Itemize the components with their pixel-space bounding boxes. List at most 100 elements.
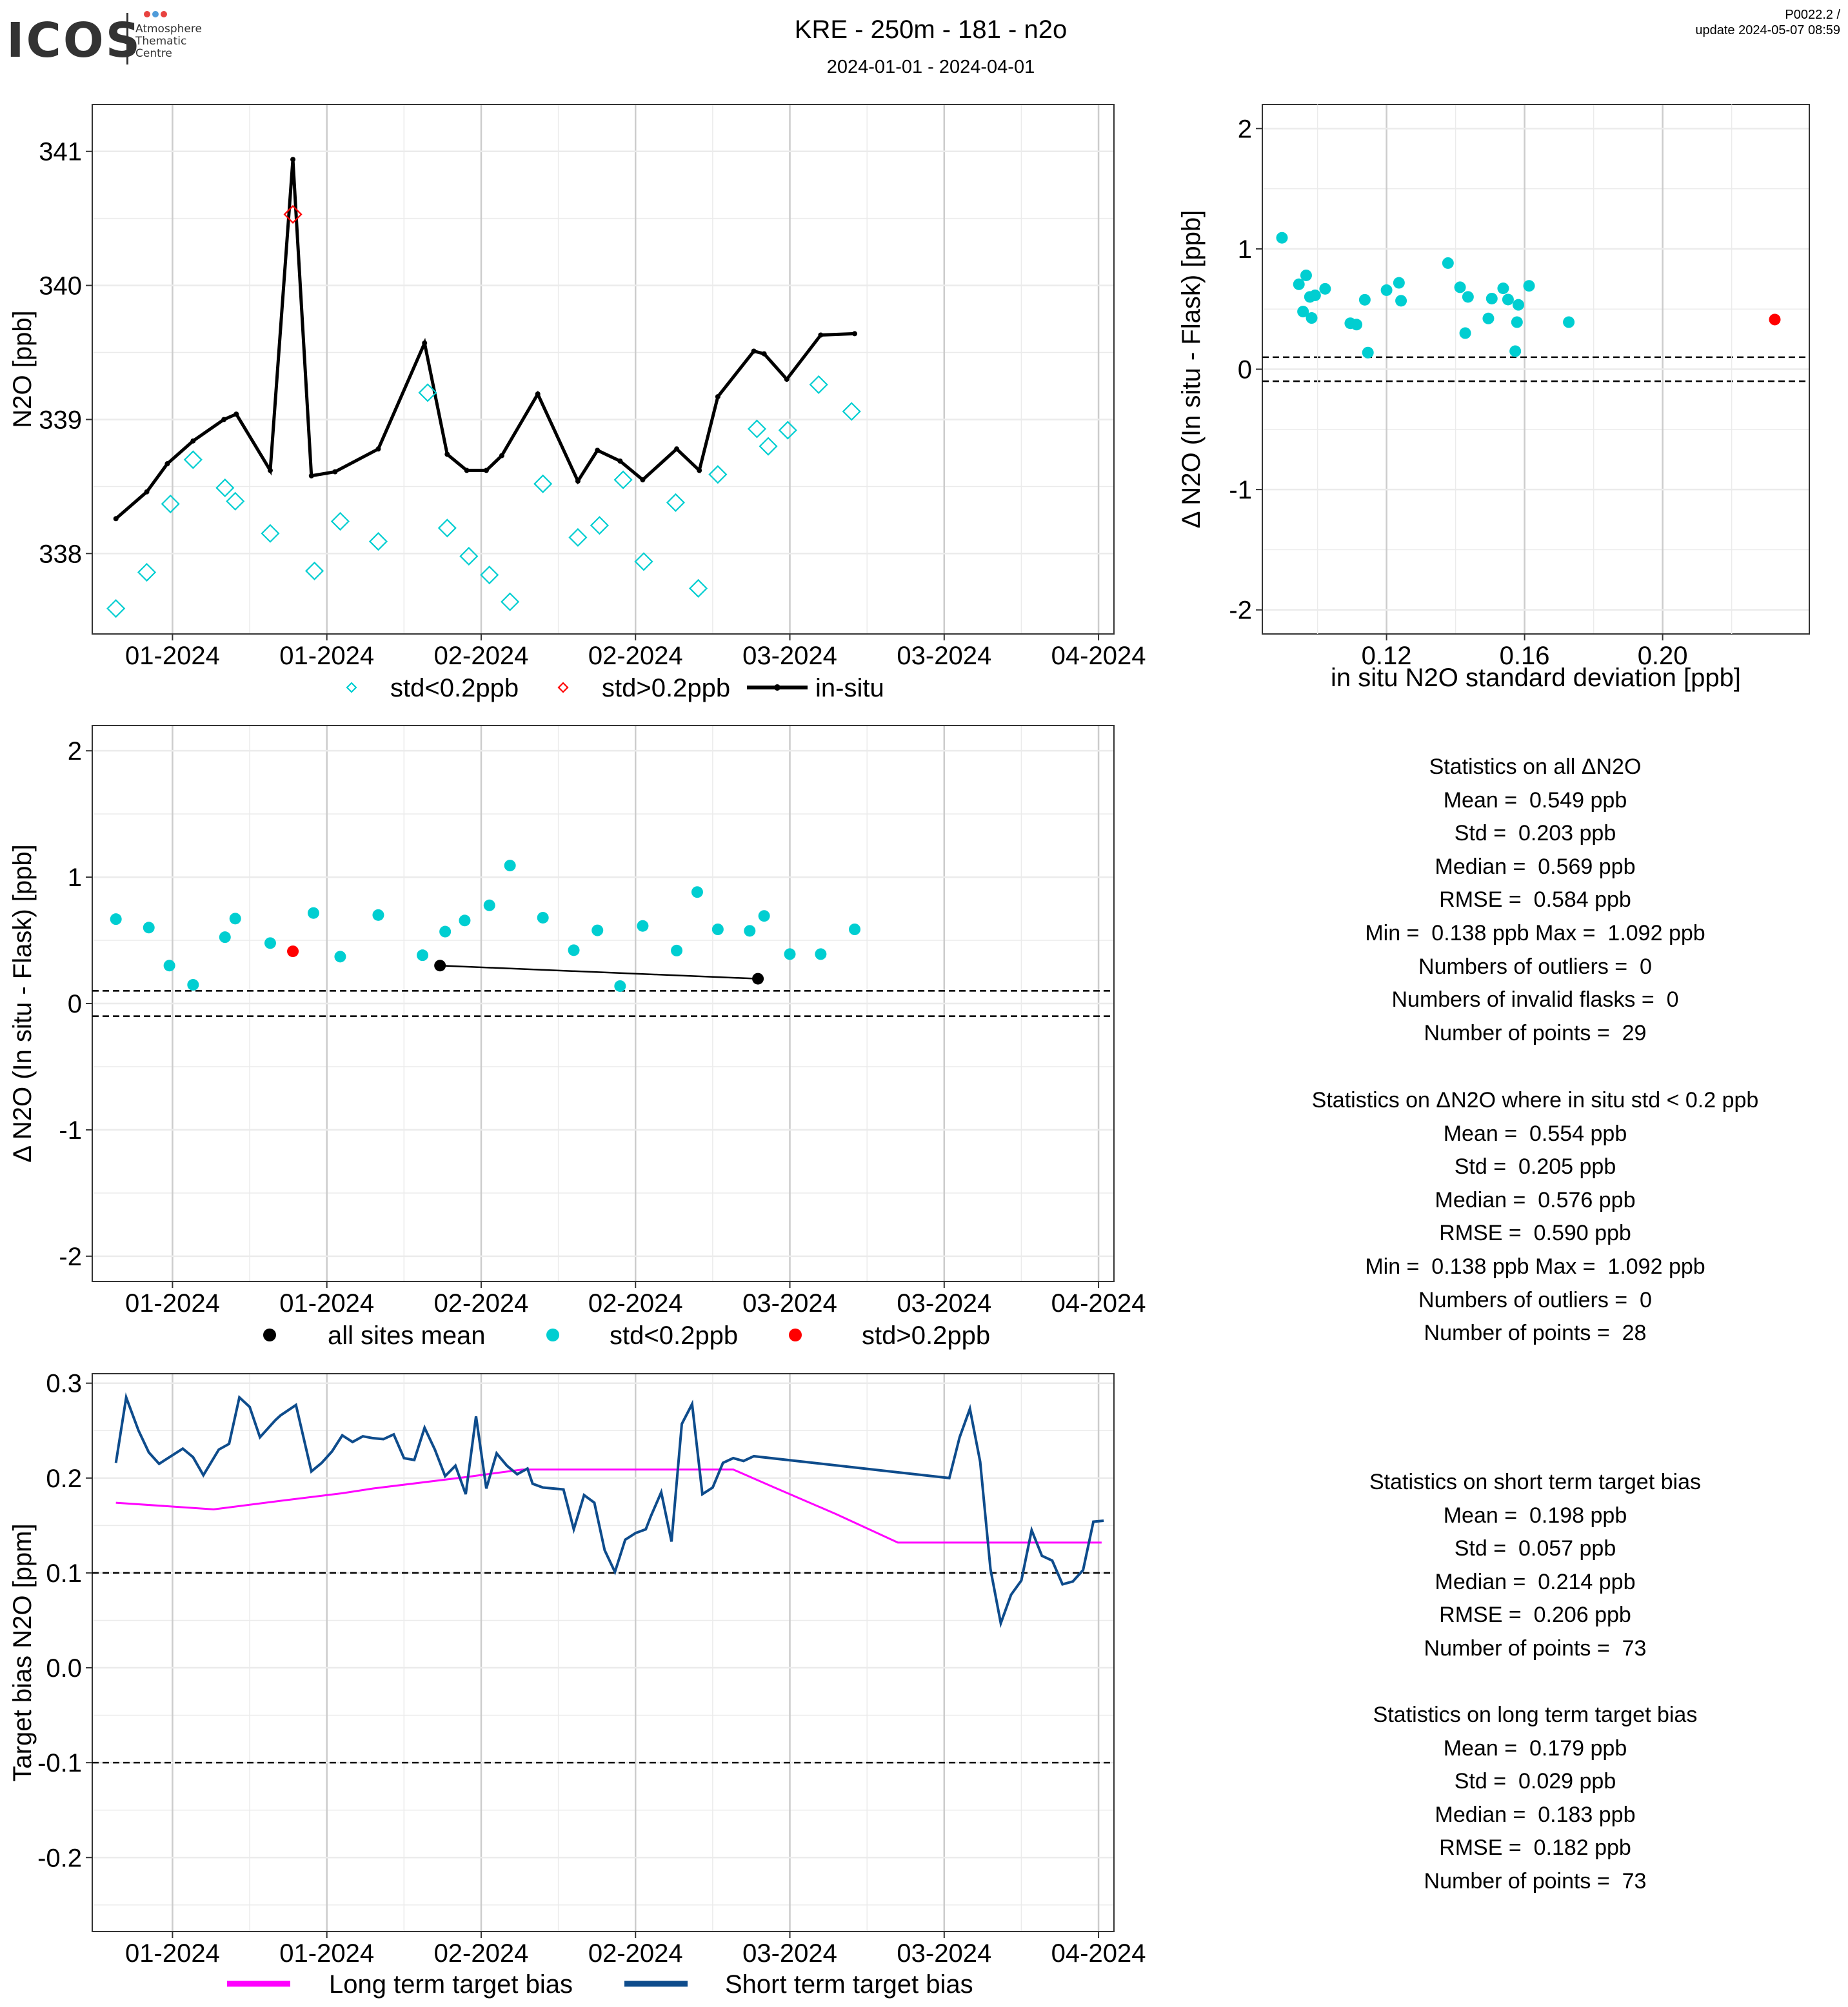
stats-line: Numbers of outliers = 0 [1418,1287,1652,1312]
stats-all-delta: Statistics on all ΔN2O Mean = 0.549 ppb St… [1206,751,1848,1050]
version-label: P0022.2 / [1785,8,1840,22]
delta-point-low-std [711,924,724,936]
flask-point-low-std [161,494,180,513]
flask-point-low-std [330,511,350,531]
x-tick-label: 03-2024 [897,1289,991,1318]
x-tick-label: 02-2024 [588,642,683,670]
in-situ-point [464,468,470,473]
x-tick-label: 03-2024 [742,1289,837,1318]
legend-key-in-situ-dot [774,684,780,691]
flask-point-low-std [842,402,861,421]
legend-label: Long term target bias [329,1970,573,1999]
logo-dots-icon [144,11,167,17]
y-axis-title: Δ N2O (In situ - Flask) [ppb] [8,844,37,1163]
delta-point-low-std [334,951,346,963]
in-situ-point [221,417,227,422]
stats-line: Statistics on all ΔN2O [1429,755,1642,779]
legend-label: std<0.2ppb [610,1321,738,1350]
delta-point-high-std [287,945,299,958]
in-situ-point [233,411,239,417]
y-tick-label: -1 [59,1116,82,1145]
delta-point-low-std [1523,280,1535,292]
flask-point-low-std [215,478,235,498]
flask-point-low-std [666,493,686,512]
y-tick-label: 0.1 [46,1559,82,1588]
x-tick-label: 01-2024 [125,642,220,670]
plot-border [92,1373,1115,1932]
delta-point-low-std [614,980,626,992]
stats-line: Mean = 0.549 ppb [1443,787,1627,813]
stats-long-term-bias: Statistics on long term target bias Mean … [1206,1699,1848,1899]
flask-point-low-std [759,437,778,456]
flask-point-low-std [183,450,203,470]
stats-line: Statistics on ΔN2O where in situ std < 0… [1311,1088,1759,1112]
stats-line: Number of points = 28 [1424,1321,1647,1346]
x-tick-label: 01-2024 [279,1939,374,1968]
delta-point-low-std [637,920,649,932]
in-situ-point [674,446,680,452]
stats-line: RMSE = 0.584 ppb [1439,887,1631,913]
delta-point-low-std [568,944,580,956]
all-sites-mean-line [440,964,759,980]
legend-key-high-std [557,682,569,693]
icos-logo: ICOS Atmosphere Thematic Centre [6,9,213,68]
in-situ-point [575,479,581,484]
x-axis-title: in situ N2O standard deviation [ppb] [1331,664,1741,692]
legend-key-all-sites-mean [263,1329,276,1341]
flask-point-low-std [368,532,388,551]
delta-point-low-std [307,907,319,919]
short-term-bias-line [114,1392,1104,1628]
flask-point-low-std [708,465,728,484]
delta-point-low-std [1300,269,1312,281]
delta-point-high-std [1769,313,1781,326]
x-tick-label: 04-2024 [1051,1289,1146,1318]
y-tick-label: 339 [39,406,82,434]
flask-point-low-std [747,419,767,439]
legend-key-low-std [546,1329,559,1341]
flask-point-low-std [305,561,324,580]
flask-point-high-std [283,204,303,224]
flask-point-low-std [480,565,499,585]
x-tick-label: 04-2024 [1051,642,1146,670]
delta-point-low-std [671,944,683,956]
flask-point-low-std [137,562,157,582]
plot-panel-target_bias: 01-2024 01-2024 02-2024 02-2024 03-2024 03-20… [8,1370,1146,1999]
delta-point-low-std [229,913,241,925]
flask-point-low-std [688,578,708,598]
stats-line: Min = 0.138 ppb Max = 1.092 ppb [1365,1254,1705,1279]
legend-label: all sites mean [328,1321,486,1350]
flask-point-low-std [501,592,520,611]
in-situ-point [144,489,150,495]
in-situ-point [375,446,381,452]
in-situ-point [444,451,450,457]
delta-point-low-std [1293,278,1305,290]
flask-point-low-std [261,524,280,543]
y-tick-label: -1 [1229,476,1252,504]
in-situ-point [267,468,273,473]
plot-panel-delta_vs_std: 0.12 0.16 0.20 -2 -1 0 1 2 Δ N2O (In situ - Flas… [1177,104,1810,692]
delta-point-low-std [110,913,122,925]
stats-line: RMSE = 0.590 ppb [1439,1221,1631,1246]
y-tick-label: -0.2 [37,1844,82,1872]
delta-point-low-std [1380,284,1393,296]
stats-line: Mean = 0.179 ppb [1443,1735,1627,1761]
delta-point-low-std [143,922,155,934]
logo-subtext: Atmosphere Thematic Centre [135,23,202,60]
flask-point-low-std [106,598,126,618]
page-title: KRE - 250m - 181 - n2o [794,15,1068,44]
delta-point-low-std [504,860,516,872]
delta-point-low-std [1442,257,1454,269]
delta-point-low-std [691,886,703,898]
delta-point-low-std [219,931,231,944]
stats-short-term-bias: Statistics on short term target bias Mean… [1206,1466,1848,1666]
delta-point-low-std [483,899,495,911]
stats-line: RMSE = 0.206 ppb [1439,1603,1631,1628]
delta-point-low-std [744,925,756,937]
delta-point-low-std [187,979,199,991]
x-tick-label: 01-2024 [125,1939,220,1968]
in-situ-point [640,477,646,482]
x-tick-label: 02-2024 [434,1939,529,1968]
stats-line: Std = 0.029 ppb [1454,1769,1616,1794]
update-label: update 2024-05-07 08:59 [1695,23,1840,37]
